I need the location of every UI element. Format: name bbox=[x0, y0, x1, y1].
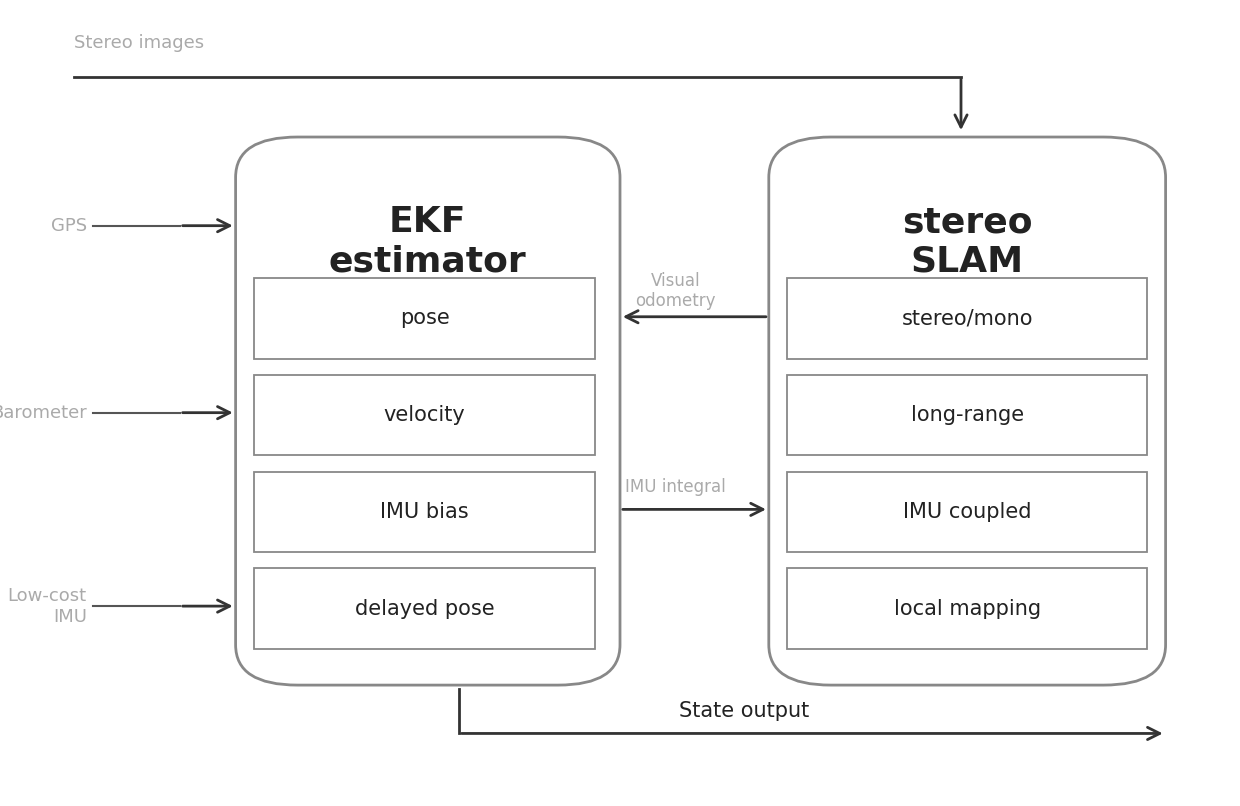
Bar bbox=[254, 375, 595, 455]
Text: IMU coupled: IMU coupled bbox=[903, 502, 1032, 521]
Bar bbox=[254, 472, 595, 552]
Text: EKF
estimator: EKF estimator bbox=[329, 205, 527, 279]
Bar bbox=[787, 278, 1147, 359]
Text: stereo
SLAM: stereo SLAM bbox=[901, 205, 1033, 279]
Bar bbox=[787, 472, 1147, 552]
Text: State output: State output bbox=[678, 701, 810, 721]
Text: Visual
odometry: Visual odometry bbox=[636, 272, 715, 310]
Text: Low-cost
IMU: Low-cost IMU bbox=[7, 587, 87, 625]
Bar bbox=[787, 568, 1147, 649]
Text: IMU integral: IMU integral bbox=[625, 478, 727, 496]
Text: Stereo images: Stereo images bbox=[74, 35, 205, 52]
Text: GPS: GPS bbox=[51, 217, 87, 235]
Text: local mapping: local mapping bbox=[894, 599, 1040, 618]
Bar bbox=[254, 568, 595, 649]
FancyBboxPatch shape bbox=[236, 137, 620, 685]
Bar bbox=[787, 375, 1147, 455]
Text: velocity: velocity bbox=[384, 405, 465, 425]
Text: long-range: long-range bbox=[910, 405, 1024, 425]
Text: Barometer: Barometer bbox=[0, 404, 87, 422]
Text: pose: pose bbox=[399, 309, 450, 328]
FancyBboxPatch shape bbox=[769, 137, 1166, 685]
Text: delayed pose: delayed pose bbox=[355, 599, 495, 618]
Text: IMU bias: IMU bias bbox=[381, 502, 469, 521]
Text: stereo/mono: stereo/mono bbox=[901, 309, 1033, 328]
Bar bbox=[254, 278, 595, 359]
